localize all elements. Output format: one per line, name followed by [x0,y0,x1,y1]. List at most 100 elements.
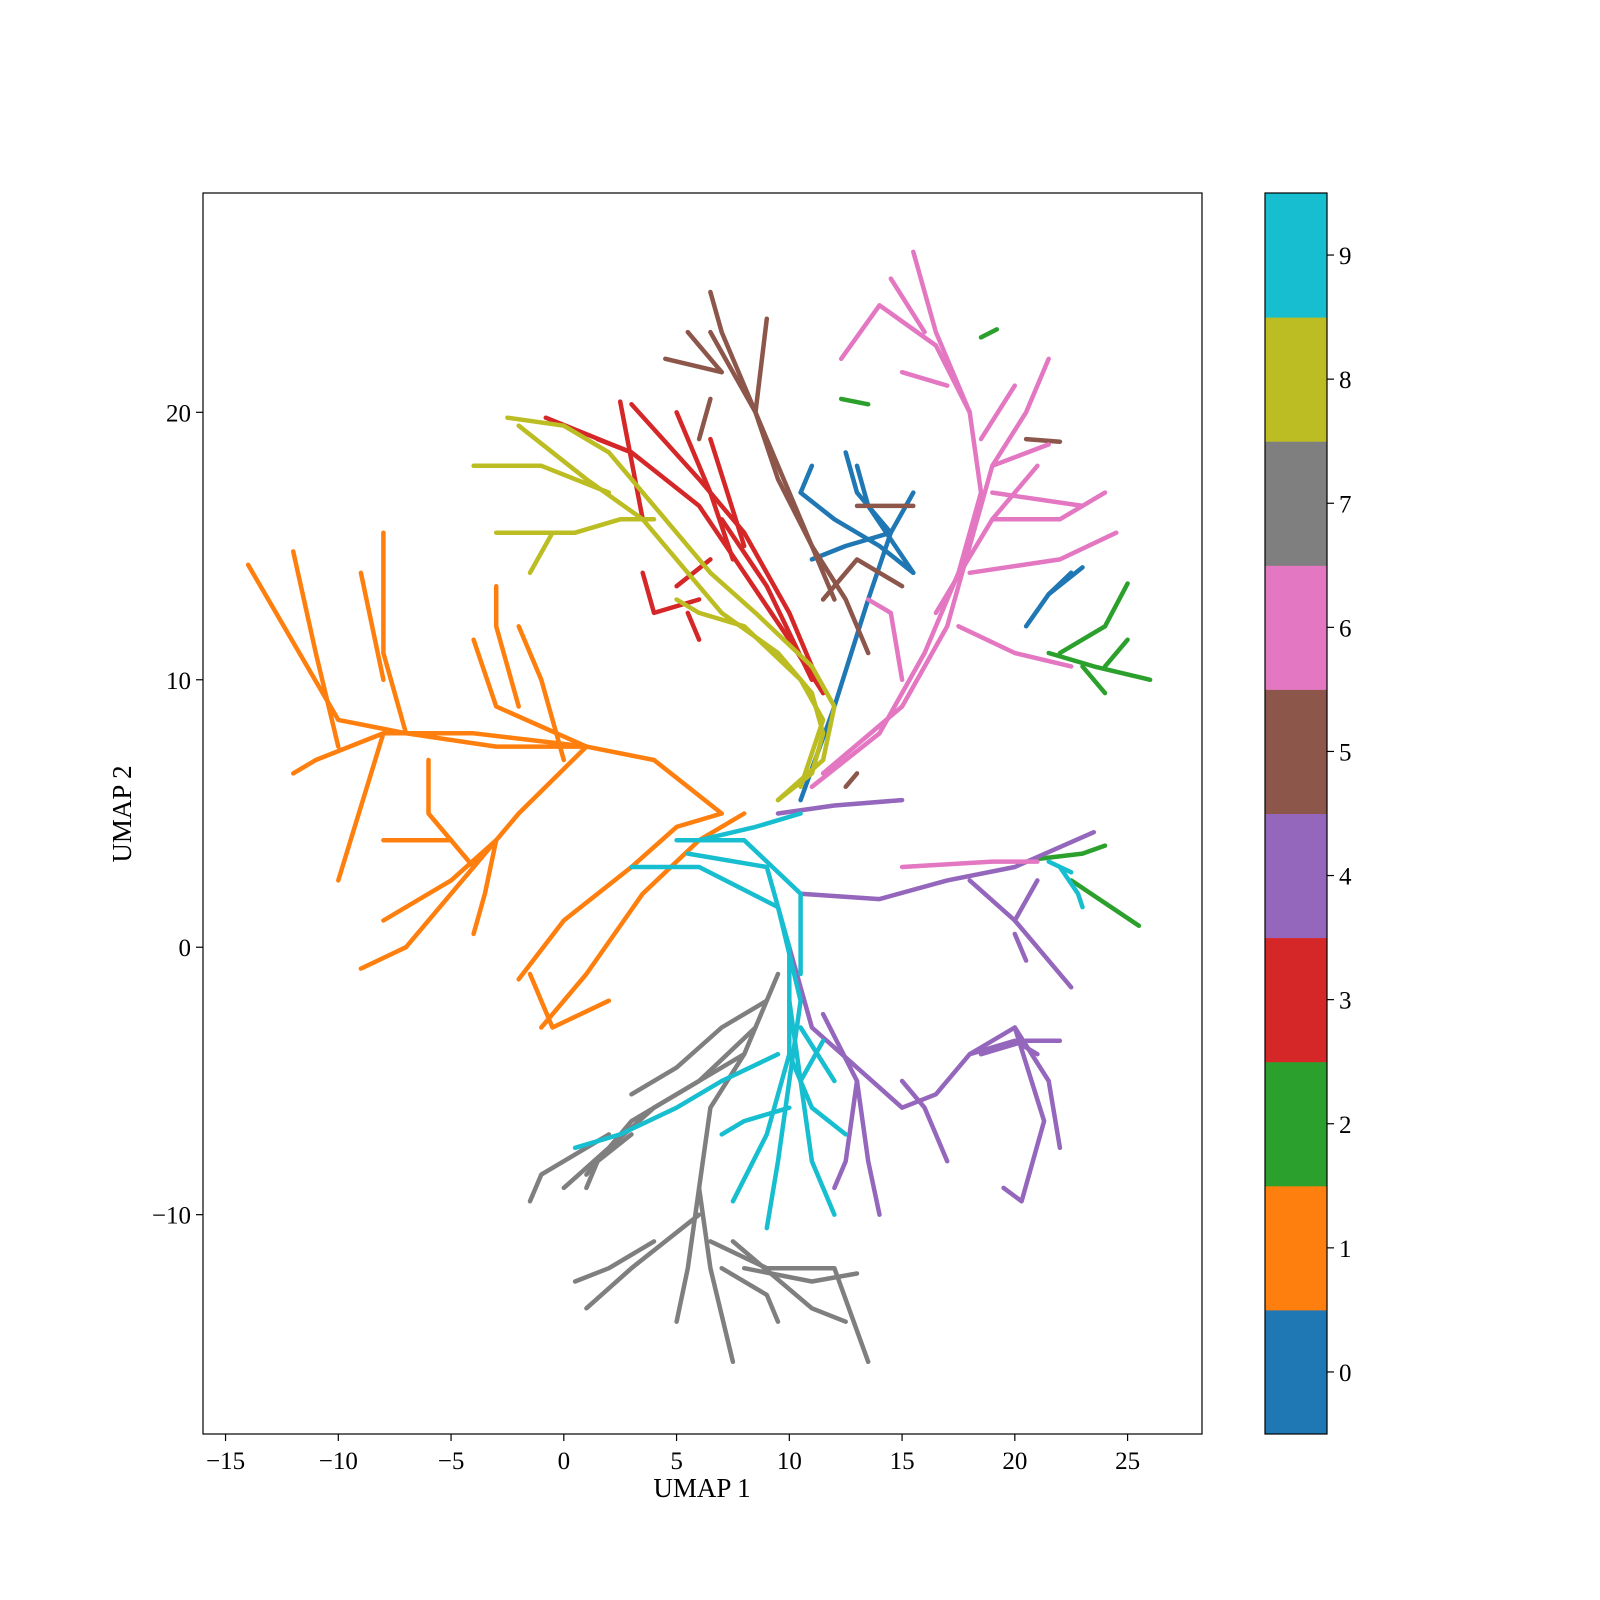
cluster-2-branch [978,327,1000,340]
cluster-6-branch [865,597,905,683]
cluster-5-branch [663,356,724,375]
cluster-4-branch [832,1078,860,1191]
x-tick-label: 10 [777,1448,802,1475]
x-tick-label: 5 [670,1448,683,1475]
cluster-9-branch [629,864,803,1231]
cluster-3-branch [617,399,645,522]
colorbar-segment-0 [1265,1309,1327,1435]
cluster-1-branch [381,530,409,736]
cluster-2-branch [1035,843,1108,862]
cluster-1-branch [527,971,612,1030]
cluster-7-branch [584,1132,634,1191]
cluster-0-points [798,450,1085,803]
cluster-5-branch [843,771,860,790]
cluster-0-branch [809,530,894,562]
cluster-5-points [663,289,1063,790]
cluster-1-branch [471,837,499,937]
colorbar-segment-8 [1265,317,1327,442]
cluster-6-branch [888,276,927,335]
colorbar-segment-4 [1265,813,1327,939]
cluster-7-branch [572,1239,657,1284]
x-tick-label: −5 [438,1448,465,1475]
cluster-4-branch [787,944,1047,1204]
cluster-6-branch [967,530,1119,576]
cluster-3-branch [543,415,826,696]
x-tick-label: 25 [1115,1448,1140,1475]
cluster-0-branch [798,463,916,576]
cluster-9-branch [787,998,837,1217]
cluster-1-branch [290,549,341,749]
cluster-3-branch [719,517,815,683]
cluster-2-branch [1057,581,1130,656]
cluster-6-points [809,249,1119,870]
cluster-1-branch [426,757,476,870]
cluster-5-branch [708,289,871,656]
colorbar-segment-5 [1265,689,1327,814]
colorbar-tick-label: 7 [1339,491,1352,518]
cluster-6-branch [978,383,1018,442]
plot-frame [202,192,1203,1435]
cluster-9-branch [696,811,803,843]
cluster-8-branch [527,530,578,576]
cluster-9-branch [798,1038,826,1084]
cluster-7-branch [719,1265,781,1324]
cluster-4-branch [1012,1025,1063,1151]
y-axis: −10 0 10 20 [152,400,203,1230]
cluster-1-branch [493,583,521,709]
colorbar-segment-9 [1265,193,1327,318]
x-tick-label: −10 [319,1448,358,1475]
cluster-9-branch [1057,864,1085,910]
cluster-4-branch [1012,878,1040,923]
cluster-1-branch [539,811,747,1030]
y-tick-label: 0 [179,935,192,962]
cluster-7-branch [696,971,781,1365]
cluster-9-points [572,811,1085,1231]
cluster-3-branch [629,402,826,696]
cluster-4-branch [978,1038,1063,1057]
cluster-1-branch [245,562,724,816]
cluster-7-branch [629,998,770,1097]
cluster-1-branch [358,570,386,683]
cluster-9-branch [787,1051,848,1137]
cluster-4-branch [967,878,1074,990]
cluster-0-branch [1046,565,1085,597]
cluster-3-branch [595,436,634,455]
colorbar-tick-label: 1 [1339,1236,1352,1263]
cluster-4-branch [775,797,905,816]
cluster-6-branch [899,859,1040,870]
x-axis: −15 −10 −5 0 5 10 15 20 25 [206,1434,1140,1475]
y-axis-label: UMAP 2 [107,765,137,862]
cluster-6-branch [838,303,972,415]
cluster-1-branch [313,731,589,763]
colorbar-tick-label: 3 [1339,988,1352,1015]
cluster-7-points [527,971,871,1365]
cluster-5-branch [820,557,905,602]
colorbar-segment-3 [1265,937,1327,1063]
cluster-6-branch [990,503,1085,522]
cluster-9-branch [1046,859,1074,875]
cluster-2-points [838,327,1153,929]
cluster-2-branch [1068,878,1142,929]
x-axis-label: UMAP 1 [653,1473,750,1503]
cluster-5-branch [753,316,770,415]
colorbar-tick-label: 6 [1339,615,1352,642]
cluster-9-branch [572,1051,781,1151]
colorbar-tick-label: 8 [1339,367,1352,394]
cluster-0-branch [854,463,916,576]
cluster-2-branch [838,396,871,407]
cluster-5-branch [708,329,837,602]
cluster-4-branch [798,829,1097,902]
colorbar-tick-label: 4 [1339,864,1352,891]
cluster-3-branch [685,610,702,642]
cluster-5-branch [696,396,713,442]
cluster-0-branch [843,450,894,535]
y-tick-label: 20 [166,400,191,427]
cluster-2-branch [1080,664,1108,696]
cluster-4-branch [1012,931,1029,963]
x-tick-label: 20 [1002,1448,1027,1475]
cluster-6-branch [933,463,1040,616]
cluster-7-branch [584,1212,702,1311]
cluster-4-branch [820,1011,882,1217]
colorbar-frame [1264,192,1328,1435]
